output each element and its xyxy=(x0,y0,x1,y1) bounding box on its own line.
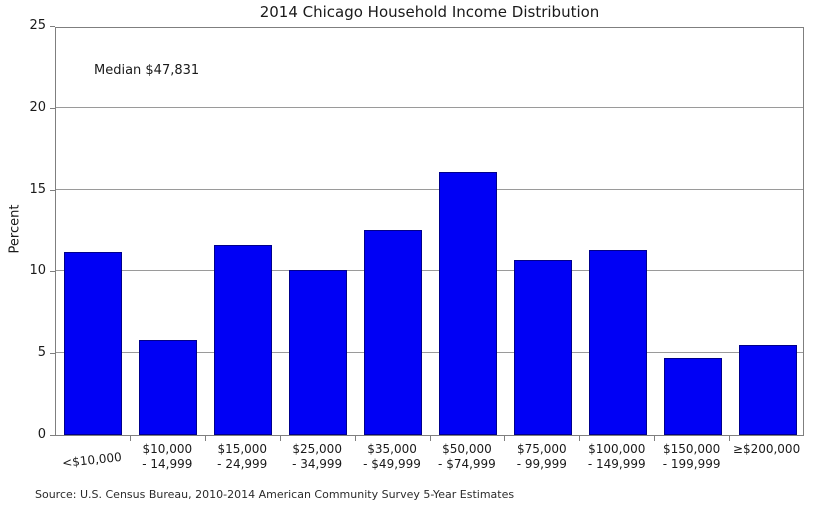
bar xyxy=(289,270,348,435)
y-tick-label: 0 xyxy=(37,427,46,442)
x-tick-mark xyxy=(729,436,731,441)
x-tick-mark xyxy=(279,436,281,441)
x-tick-label: $25,000 - 34,999 xyxy=(292,442,343,471)
x-tick-mark xyxy=(204,436,206,441)
bar xyxy=(513,260,572,435)
x-tick-mark xyxy=(129,436,131,441)
bar xyxy=(364,230,423,435)
gridline xyxy=(56,352,803,354)
bar xyxy=(214,245,273,435)
bar xyxy=(438,172,497,435)
x-tick-mark xyxy=(579,436,581,441)
x-tick-label: $10,000 - 14,999 xyxy=(142,442,193,471)
y-tick-label: 5 xyxy=(37,345,46,361)
bar xyxy=(139,340,198,435)
gridline xyxy=(56,188,803,190)
source-note: Source: U.S. Census Bureau, 2010-2014 Am… xyxy=(35,488,515,501)
x-tick-mark xyxy=(504,436,506,441)
x-tick-label: $35,000 - $49,999 xyxy=(363,442,421,471)
y-tick-mark xyxy=(50,107,55,109)
bar xyxy=(64,252,123,435)
y-tick-mark xyxy=(50,189,55,191)
bar xyxy=(738,345,797,435)
x-tick-label: $150,000 - 199,999 xyxy=(662,442,721,471)
y-tick-mark xyxy=(50,435,55,436)
y-tick-label: 20 xyxy=(29,99,46,115)
x-tick-label: $100,000 - 149,999 xyxy=(587,442,646,471)
y-tick-label: 10 xyxy=(29,263,46,279)
chart-title: 2014 Chicago Household Income Distributi… xyxy=(259,3,600,21)
x-tick-label: <$10,000 xyxy=(61,449,123,471)
x-tick-label: ≥$200,000 xyxy=(732,442,801,456)
x-tick-label: $15,000 - 24,999 xyxy=(217,442,268,471)
x-tick-label: $75,000 - 99,999 xyxy=(516,442,567,471)
x-tick-mark xyxy=(654,436,656,441)
y-tick-label: 25 xyxy=(29,18,46,33)
gridline xyxy=(56,270,803,272)
y-axis-label: Percent xyxy=(7,204,23,254)
y-tick-mark xyxy=(50,26,55,27)
bar xyxy=(588,250,647,435)
x-tick-mark xyxy=(429,436,431,441)
gridline xyxy=(56,106,803,108)
y-tick-mark xyxy=(50,271,55,273)
median-annotation: Median $47,831 xyxy=(94,63,200,78)
y-tick-mark xyxy=(50,353,55,355)
x-tick-mark xyxy=(354,436,356,441)
x-tick-label: $50,000 - $74,999 xyxy=(438,442,496,471)
y-tick-label: 15 xyxy=(29,181,46,197)
plot-area xyxy=(55,27,804,436)
bar xyxy=(663,358,722,435)
